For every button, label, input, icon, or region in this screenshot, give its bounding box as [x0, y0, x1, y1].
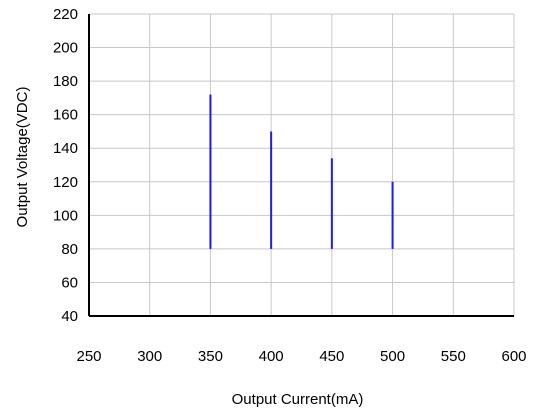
voltage-range-bars [209, 94, 394, 249]
y-tick-label: 140 [53, 140, 78, 157]
y-tick-label: 80 [61, 241, 78, 258]
y-tick-label: 100 [53, 207, 78, 224]
x-tick-label: 250 [76, 348, 101, 365]
x-tick-labels: 250 300 350 400 450 500 550 600 [76, 348, 526, 365]
grid [89, 13, 515, 316]
y-tick-label: 180 [53, 73, 78, 90]
x-axis-title: Output Current(mA) [232, 391, 364, 408]
x-tick-label: 600 [501, 348, 526, 365]
y-tick-label: 220 [53, 6, 78, 23]
x-tick-label: 400 [259, 348, 284, 365]
y-tick-label: 60 [61, 274, 78, 291]
y-axis-title: Output Voltage(VDC) [14, 87, 31, 228]
y-tick-labels: 40 60 80 100 120 140 160 180 200 220 [53, 6, 78, 325]
y-tick-label: 40 [61, 308, 78, 325]
x-tick-label: 450 [319, 348, 344, 365]
y-tick-label: 160 [53, 107, 78, 124]
x-tick-label: 350 [198, 348, 223, 365]
y-tick-label: 120 [53, 174, 78, 191]
x-tick-label: 300 [137, 348, 162, 365]
x-tick-label: 500 [380, 348, 405, 365]
x-tick-label: 550 [441, 348, 466, 365]
y-tick-label: 200 [53, 40, 78, 57]
